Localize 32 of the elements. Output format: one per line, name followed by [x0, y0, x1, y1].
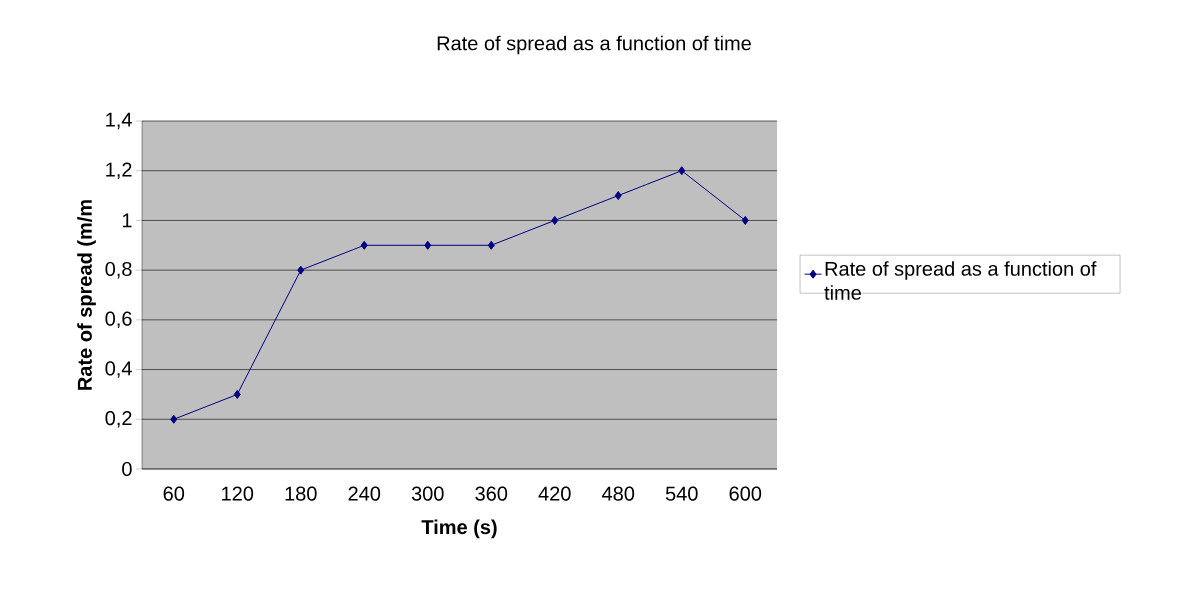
point: [678, 166, 686, 176]
x-tick-label: 540: [665, 486, 698, 501]
x-tick-label: 120: [222, 486, 254, 501]
point: [170, 414, 178, 424]
x-tick-label: 180: [285, 486, 317, 501]
point: [614, 191, 622, 201]
x-tick-label: 300: [411, 486, 444, 501]
chart-title: Rate of spread as a function of time: [437, 35, 751, 55]
y-tick-label: 1: [122, 213, 132, 228]
y-tick-label: 0,8: [105, 261, 132, 279]
y-tick-label: 0,4: [105, 361, 132, 378]
y-tick-label: 0: [122, 461, 132, 477]
point: [741, 215, 749, 225]
point: [424, 240, 432, 250]
legend-label: Rate of spread as a function of time: [824, 261, 1097, 300]
x-tick-label: 420: [538, 486, 571, 501]
y-tick-label: 0,6: [105, 311, 132, 329]
x-tick-label: 60: [163, 486, 185, 501]
point: [487, 240, 495, 250]
y-tick-label: 1,2: [106, 162, 132, 179]
x-tick-label: 480: [602, 486, 635, 501]
point: [551, 215, 559, 225]
x-tick-label: 240: [348, 486, 381, 501]
y-tick-label: 0,2: [105, 411, 132, 428]
x-tick-label: 360: [475, 486, 508, 501]
point: [360, 240, 368, 250]
x-tick-label: 600: [729, 486, 762, 501]
point: [297, 265, 305, 275]
y-tick-label: 1,4: [106, 112, 132, 130]
point: [233, 389, 241, 399]
y-axis-title: Rate of spread (m/m: [77, 200, 96, 390]
x-axis-title: Time (s): [421, 519, 497, 539]
